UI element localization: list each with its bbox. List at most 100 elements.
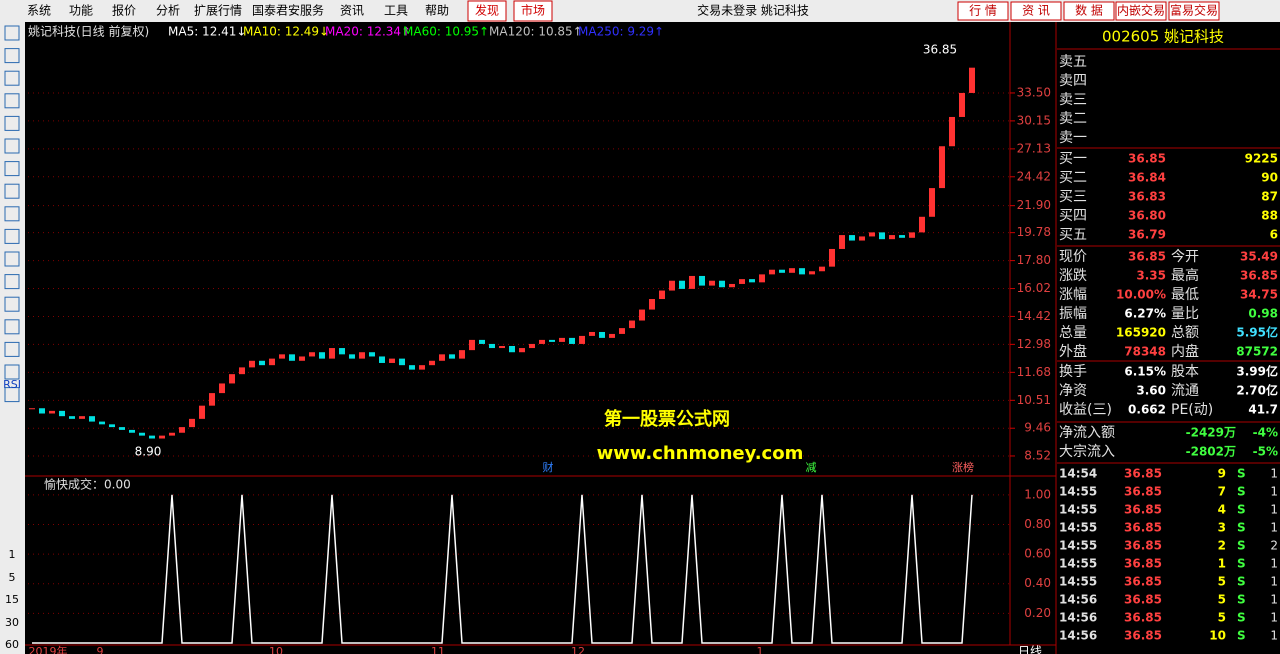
tool-icon[interactable]: [4, 296, 20, 312]
candle: [109, 424, 115, 428]
watermark: www.chnmoney.com: [597, 443, 804, 464]
menu-tab[interactable]: [513, 0, 553, 22]
candle: [969, 67, 975, 93]
candle: [729, 283, 735, 288]
tool-icon[interactable]: [4, 341, 20, 357]
bid-label: 买四: [1059, 208, 1087, 224]
stat-label: PE(动): [1171, 402, 1213, 418]
bid-volume: 90: [1261, 171, 1278, 185]
tool-icon[interactable]: [4, 70, 20, 86]
candle: [909, 232, 915, 238]
tool-icon[interactable]: [4, 251, 20, 267]
candle: [149, 435, 155, 439]
stat-value: 36.85: [1128, 250, 1166, 264]
menu-button[interactable]: [1010, 1, 1062, 21]
tool-icon[interactable]: [4, 364, 20, 380]
flow-label: 大宗流入: [1059, 444, 1115, 460]
trade-price: 36.85: [1124, 485, 1162, 499]
trade-volume: 7: [1218, 485, 1226, 499]
stat-value: 78348: [1124, 345, 1166, 359]
window-title: 交易未登录 姚记科技: [697, 3, 809, 18]
tool-icon[interactable]: [4, 48, 20, 64]
candle: [139, 432, 145, 436]
tool-label: 30: [5, 616, 19, 629]
trade-count: 1: [1270, 575, 1278, 589]
candle: [399, 358, 405, 366]
candle: [369, 352, 375, 357]
flow-pct: -4%: [1253, 426, 1278, 440]
candle: [29, 408, 35, 410]
trade-price: 36.85: [1124, 503, 1162, 517]
menu-button[interactable]: [1115, 1, 1167, 21]
candle: [629, 320, 635, 329]
x-tick-label: 11: [431, 645, 445, 654]
candle: [499, 345, 505, 349]
stat-label: 股本: [1171, 364, 1199, 380]
trade-price: 36.85: [1124, 521, 1162, 535]
candle: [209, 393, 215, 406]
candle: [169, 432, 175, 436]
tool-icon[interactable]: [4, 387, 20, 403]
menu-tab-label: 发现: [475, 3, 499, 18]
trade-time: 14:55: [1059, 503, 1097, 517]
bid-price: 36.80: [1128, 209, 1166, 223]
tool-icon[interactable]: [4, 25, 20, 41]
chart-area: [25, 22, 1056, 654]
tool-icon[interactable]: [4, 115, 20, 131]
candle: [759, 274, 765, 283]
candle: [349, 354, 355, 359]
stat-label: 净资: [1059, 383, 1087, 399]
stat-value: 0.662: [1128, 403, 1166, 417]
bid-price: 36.84: [1128, 171, 1166, 185]
menu-button[interactable]: [1168, 1, 1220, 21]
candle: [819, 266, 825, 272]
candle: [959, 92, 965, 117]
event-marker: 财: [543, 460, 554, 474]
tool-icon[interactable]: [4, 319, 20, 335]
candle: [529, 343, 535, 349]
candle: [859, 236, 865, 241]
bid-volume: 87: [1261, 190, 1278, 204]
tool-icon[interactable]: [4, 138, 20, 154]
menu-button[interactable]: [1063, 1, 1115, 21]
tool-icon[interactable]: [4, 206, 20, 222]
trade-volume: 5: [1218, 593, 1226, 607]
menu-item: 帮助: [425, 4, 449, 18]
x-tick-label: 9: [97, 645, 104, 654]
ma-legend: MA20: 12.34↑: [325, 25, 411, 39]
chart-title: 姚记科技(日线 前复权): [28, 24, 149, 39]
candle: [749, 279, 755, 283]
trade-volume: 2: [1218, 539, 1226, 553]
y-tick-label: 8.52: [1024, 448, 1051, 462]
tool-icon[interactable]: [4, 228, 20, 244]
bid-volume: 88: [1261, 209, 1278, 223]
candle: [719, 280, 725, 288]
trade-price: 36.85: [1124, 593, 1162, 607]
menu-tab[interactable]: [467, 0, 507, 22]
menu-button[interactable]: [957, 1, 1009, 21]
candle: [839, 235, 845, 249]
x-tick-label: 10: [269, 645, 283, 654]
trade-count: 1: [1270, 503, 1278, 517]
candle: [569, 337, 575, 344]
event-marker: 减: [806, 461, 817, 474]
y-tick-label: 14.42: [1017, 309, 1051, 323]
tool-label: 15: [5, 593, 19, 606]
bid-label: 买一: [1059, 151, 1087, 167]
candle: [469, 339, 475, 351]
candle: [279, 354, 285, 359]
stat-label: 收益(三): [1059, 402, 1112, 418]
menu-item: 系统: [27, 4, 51, 18]
trade-price: 36.85: [1124, 611, 1162, 625]
tool-icon[interactable]: [4, 161, 20, 177]
stat-value: 41.7: [1248, 403, 1278, 417]
menu-tab-label: 市场: [521, 3, 545, 18]
candle: [779, 269, 785, 273]
tool-icon[interactable]: [4, 93, 20, 109]
stat-label: 涨幅: [1059, 287, 1087, 303]
candle: [939, 146, 945, 189]
tool-icon[interactable]: [4, 183, 20, 199]
tool-icon[interactable]: [4, 274, 20, 290]
bid-label: 买三: [1059, 189, 1087, 205]
